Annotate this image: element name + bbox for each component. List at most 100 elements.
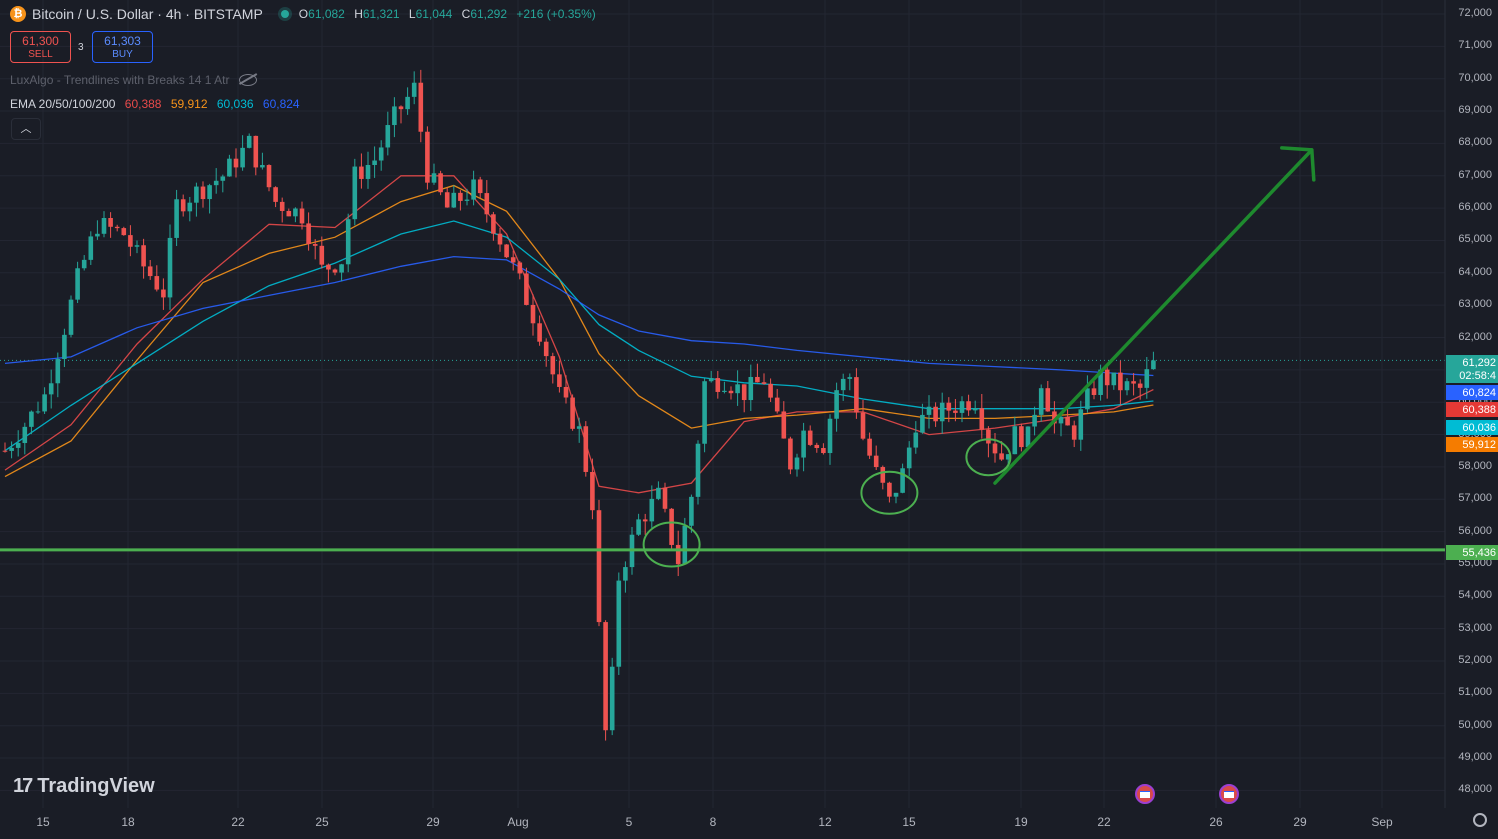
x-tick-label: 25 [315, 815, 329, 829]
candle-body [220, 176, 226, 181]
collapse-indicators-button[interactable]: ︿ [11, 118, 41, 140]
candle-body [352, 166, 358, 220]
candle-body [722, 390, 727, 392]
candle-body [959, 401, 965, 413]
candle-body [161, 289, 166, 298]
candle-body [781, 411, 787, 439]
candle-body [609, 666, 615, 731]
candle-body [834, 390, 839, 419]
candle-body [708, 378, 714, 382]
candle-body [636, 519, 641, 535]
ema20-price-label: 60,388 [1446, 402, 1498, 417]
candle-body [42, 394, 47, 412]
candle-body [326, 264, 331, 270]
us-flag-event-icon[interactable] [1219, 784, 1239, 804]
candle-body [55, 359, 61, 384]
sell-price: 61,300 [22, 34, 59, 48]
candle-body [900, 468, 905, 493]
y-tick-label: 56,000 [1458, 524, 1492, 537]
sell-label: SELL [28, 49, 53, 60]
trend-arrow [993, 148, 1314, 485]
candle-body [649, 498, 655, 522]
last-price-value: 61,292 [1462, 357, 1496, 369]
candle-body [1019, 426, 1024, 448]
candle-body [128, 235, 133, 247]
indicator-ema[interactable]: EMA 20/50/100/200 60,388 59,912 60,036 6… [10, 97, 306, 111]
candle-body [134, 245, 140, 247]
y-tick-label: 72,000 [1458, 7, 1492, 19]
x-tick-label: 5 [625, 815, 633, 829]
candle-body [458, 192, 463, 201]
candle-body [893, 492, 899, 497]
candle-body [1151, 360, 1156, 370]
candle-body [557, 374, 562, 387]
candle-body [510, 257, 516, 263]
ema200-value: 60,824 [262, 97, 300, 111]
candle-body [563, 386, 569, 398]
candle-body [867, 438, 872, 456]
candle-body [642, 519, 648, 522]
candle-body [972, 408, 978, 411]
ema-label: EMA 20/50/100/200 [10, 97, 116, 111]
x-tick-label: 22 [1097, 815, 1111, 829]
x-tick-label: 26 [1209, 815, 1223, 829]
candle-body [240, 147, 245, 168]
candle-body [1118, 372, 1123, 391]
ema50-price-label: 59,912 [1446, 437, 1498, 452]
candle-body [471, 179, 476, 200]
candle-body [312, 244, 318, 246]
y-tick-label: 70,000 [1458, 71, 1492, 84]
candle-body [695, 443, 701, 497]
candle-body [154, 276, 160, 290]
y-tick-label: 66,000 [1458, 201, 1492, 214]
highlight-circle [642, 521, 701, 568]
candle-body [1131, 381, 1136, 384]
us-flag-event-icon[interactable] [1135, 784, 1155, 804]
y-tick-label: 48,000 [1458, 783, 1492, 796]
candle-body [62, 334, 67, 360]
candle-body [794, 457, 800, 470]
candle-body [418, 82, 424, 132]
candle-body [966, 401, 971, 411]
candle-body [29, 411, 34, 427]
sell-button[interactable]: 61,300 SELL [10, 31, 71, 63]
candle-body [550, 356, 556, 375]
settings-gear-icon[interactable] [1473, 813, 1487, 827]
candle-body [537, 323, 542, 342]
y-tick-label: 49,000 [1458, 751, 1492, 764]
candle-body [1111, 372, 1117, 386]
market-open-icon [280, 10, 289, 18]
candle-body [398, 106, 404, 110]
candle-body [682, 525, 688, 565]
y-tick-label: 50,000 [1458, 718, 1492, 731]
tradingview-logo[interactable]: 17 TradingView [13, 775, 155, 798]
candle-body [48, 383, 54, 395]
candle-body [933, 406, 938, 422]
candle-body [372, 160, 377, 165]
buy-button[interactable]: 61,303 BUY [92, 31, 153, 63]
tradingview-wordmark: TradingView [37, 775, 155, 797]
y-tick-label: 57,000 [1458, 492, 1492, 505]
ema100-price-label: 60,036 [1446, 420, 1498, 435]
candle-body [1098, 369, 1103, 395]
candle-body [253, 135, 259, 168]
candle-body [755, 376, 760, 383]
candle-body [2, 450, 8, 452]
eye-hidden-icon[interactable] [239, 74, 258, 86]
symbol-title[interactable]: Bitcoin / U.S. Dollar · 4h · BITSTAMP [32, 6, 263, 22]
candle-body [801, 430, 806, 458]
last-price-label: 61,292 02:58:4 [1446, 355, 1498, 383]
candle-body [1052, 411, 1057, 424]
y-tick-label: 54,000 [1458, 589, 1492, 602]
candle-body [339, 264, 344, 273]
candle-body [543, 341, 549, 357]
candle-body [590, 471, 595, 511]
candle-body [1005, 454, 1011, 460]
y-tick-label: 68,000 [1458, 136, 1492, 149]
candle-body [22, 426, 28, 444]
candle-body [1038, 388, 1044, 415]
ema200-line [4, 255, 1154, 377]
indicator-luxalgo[interactable]: LuxAlgo - Trendlines with Breaks 14 1 At… [10, 73, 258, 87]
change-value: +216 (+0.35%) [516, 7, 596, 21]
